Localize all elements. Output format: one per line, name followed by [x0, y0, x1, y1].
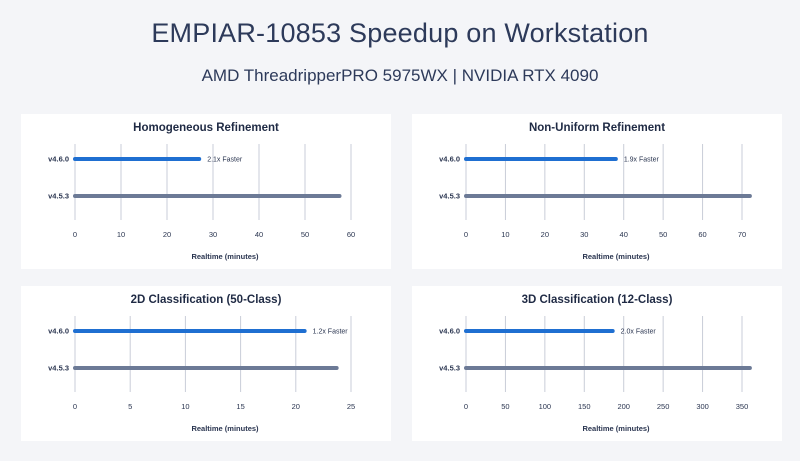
x-tick-label: 0	[73, 230, 77, 239]
chart-title: 2D Classification (50-Class)	[131, 294, 282, 306]
speedup-annotation: 2.0x Faster	[621, 329, 657, 336]
chart-svg: Non-Uniform Refinement 0 10 20 30 40 50 60 70 v4.…	[439, 122, 752, 261]
x-tick-label: 20	[541, 230, 549, 239]
x-tick-label: 40	[255, 230, 263, 239]
category-label: v4.5.3	[48, 364, 69, 373]
category-label: v4.5.3	[439, 192, 460, 201]
chart-panel-3d-classification: 3D Classification (12-Class) 0 50 100 150 200…	[412, 286, 782, 441]
x-tick-label: 300	[696, 402, 709, 411]
x-tick-label: 50	[301, 230, 309, 239]
category-label: v4.5.3	[439, 364, 460, 373]
x-tick-label: 60	[347, 230, 355, 239]
x-tick-label: 50	[501, 402, 509, 411]
x-tick-label: 10	[181, 402, 189, 411]
chart-title: Homogeneous Refinement	[133, 122, 279, 134]
chart-svg: 2D Classification (50-Class) 0 5 10 15 20 25 v4…	[48, 294, 355, 433]
page-title: EMPIAR-10853 Speedup on Workstation	[151, 18, 649, 48]
chart-svg: 3D Classification (12-Class) 0 50 100 150 200…	[439, 294, 752, 433]
category-label: v4.5.3	[48, 192, 69, 201]
speedup-annotation: 2.1x Faster	[207, 157, 243, 164]
x-tick-label: 40	[620, 230, 628, 239]
page-subtitle: AMD ThreadripperPRO 5975WX | NVIDIA RTX …	[201, 66, 599, 85]
x-tick-label: 100	[539, 402, 552, 411]
category-label: v4.6.0	[439, 327, 460, 336]
category-label: v4.6.0	[439, 155, 460, 164]
x-axis-label: Realtime (minutes)	[191, 252, 259, 261]
x-axis-label: Realtime (minutes)	[582, 424, 650, 433]
x-tick-label: 20	[292, 402, 300, 411]
x-tick-label: 30	[580, 230, 588, 239]
x-tick-label: 350	[736, 402, 749, 411]
x-tick-label: 20	[163, 230, 171, 239]
x-tick-label: 30	[209, 230, 217, 239]
x-tick-label: 5	[128, 402, 132, 411]
x-axis-label: Realtime (minutes)	[582, 252, 650, 261]
x-axis-label: Realtime (minutes)	[191, 424, 259, 433]
category-label: v4.6.0	[48, 327, 69, 336]
chart-svg: Homogeneous Refinement 0 10 20 30 40 50 60 v4.6.…	[48, 122, 355, 261]
speedup-annotation: 1.9x Faster	[624, 157, 660, 164]
chart-panel-2d-classification: 2D Classification (50-Class) 0 5 10 15 20 25 v4…	[21, 286, 391, 441]
x-tick-label: 150	[578, 402, 591, 411]
x-tick-label: 250	[657, 402, 670, 411]
chart-panel-non-uniform-refinement: Non-Uniform Refinement 0 10 20 30 40 50 60 70 v4.…	[412, 114, 782, 269]
x-tick-label: 15	[236, 402, 244, 411]
category-label: v4.6.0	[48, 155, 69, 164]
chart-title: Non-Uniform Refinement	[529, 122, 665, 134]
x-tick-label: 0	[464, 402, 468, 411]
x-tick-label: 0	[464, 230, 468, 239]
x-tick-label: 70	[738, 230, 746, 239]
chart-panel-homogeneous-refinement: Homogeneous Refinement 0 10 20 30 40 50 60 v4.6.…	[21, 114, 391, 269]
x-tick-label: 10	[501, 230, 509, 239]
speedup-annotation: 1.2x Faster	[313, 329, 349, 336]
x-tick-label: 60	[698, 230, 706, 239]
x-tick-label: 50	[659, 230, 667, 239]
x-tick-label: 0	[73, 402, 77, 411]
x-tick-label: 25	[347, 402, 355, 411]
x-tick-label: 200	[617, 402, 630, 411]
chart-title: 3D Classification (12-Class)	[522, 294, 673, 306]
x-tick-label: 10	[117, 230, 125, 239]
